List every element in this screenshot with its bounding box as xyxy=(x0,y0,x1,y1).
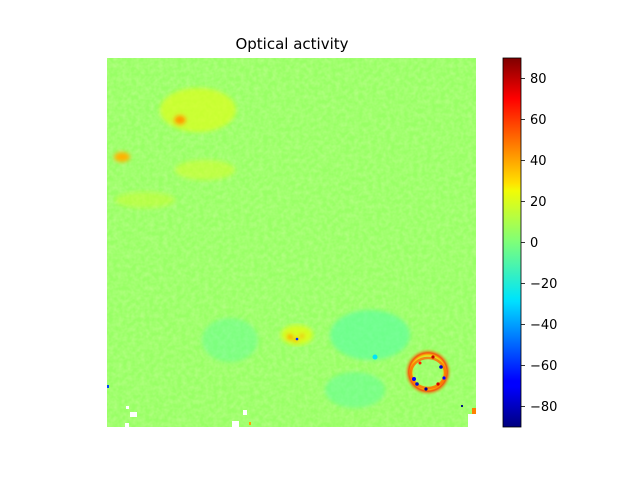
colorbar-tick-label: −40 xyxy=(530,318,557,333)
colorbar-tick-label: −80 xyxy=(530,400,557,415)
cool-region xyxy=(202,310,410,408)
upper-left-band xyxy=(114,88,236,208)
colorbar: 80 60 40 20 0 −20 −40 −60 −80 xyxy=(502,57,557,428)
lower-right-ring xyxy=(372,348,452,396)
chart-title: Optical activity xyxy=(235,35,348,53)
colorbar-gradient xyxy=(502,57,522,428)
dot-blue xyxy=(295,337,299,341)
heatmap-image xyxy=(107,58,476,427)
colorbar-tick-label: 80 xyxy=(530,72,547,87)
colorbar-tick-label: 60 xyxy=(530,113,547,128)
colorbar-ticks: 80 60 40 20 0 −20 −40 −60 −80 xyxy=(521,72,557,415)
colorbar-tick-label: −20 xyxy=(530,277,557,292)
colorbar-tick-label: 40 xyxy=(530,154,547,169)
edge-specks xyxy=(107,385,476,427)
lower-left-dots xyxy=(281,325,313,345)
colorbar-tick-label: 20 xyxy=(530,195,547,210)
colorbar-tick-label: 0 xyxy=(530,236,538,251)
colorbar-tick-label: −60 xyxy=(530,359,557,374)
